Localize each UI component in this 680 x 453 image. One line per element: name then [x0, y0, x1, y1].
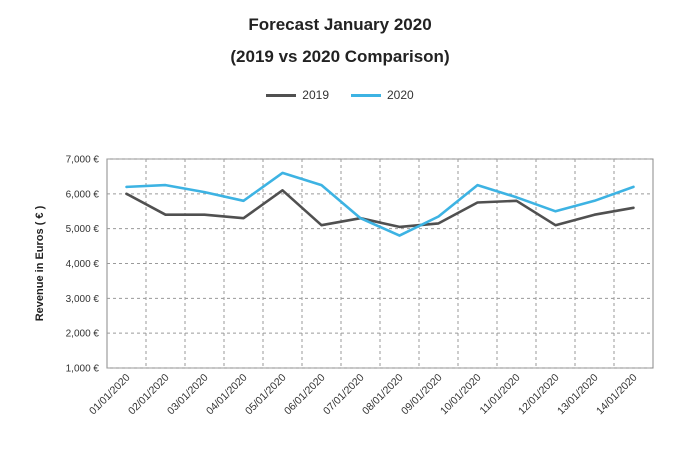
x-tick-label: 14/01/2020	[594, 372, 640, 418]
legend-swatch-2019	[266, 93, 297, 97]
y-tick-label: 4,000 €	[66, 259, 100, 270]
y-axis-label: Revenue in Euros ( € )	[34, 205, 46, 321]
y-tick-label: 7,000 €	[66, 155, 100, 166]
legend-label-2019: 2019	[302, 88, 329, 102]
y-tick-label: 6,000 €	[66, 189, 100, 200]
chart-title: Forecast January 2020	[248, 15, 432, 34]
legend-swatch-2020	[351, 93, 381, 97]
y-tick-label: 1,000 €	[66, 364, 100, 375]
x-tick-label: 10/01/2020	[438, 372, 484, 418]
y-tick-label: 2,000 €	[66, 329, 100, 340]
x-tick-label: 05/01/2020	[243, 372, 289, 418]
x-tick-label: 09/01/2020	[399, 372, 445, 418]
x-tick-label: 04/01/2020	[204, 372, 250, 418]
x-tick-label: 03/01/2020	[165, 372, 211, 418]
legend: 2019 2020	[0, 88, 680, 102]
legend-label-2020: 2020	[387, 88, 414, 102]
x-tick-label: 07/01/2020	[321, 372, 367, 418]
legend-item-2019: 2019	[266, 88, 329, 102]
series-line-2020	[125, 171, 635, 237]
legend-item-2020: 2020	[351, 88, 414, 102]
x-tick-label: 12/01/2020	[516, 372, 562, 418]
x-tick-label: 06/01/2020	[282, 372, 328, 418]
x-tick-label: 08/01/2020	[360, 372, 406, 418]
y-tick-label: 3,000 €	[66, 294, 100, 305]
x-tick-label: 02/01/2020	[126, 372, 172, 418]
series-line-2019	[125, 189, 635, 229]
x-tick-label: 13/01/2020	[555, 372, 601, 418]
chart-subtitle: (2019 vs 2020 Comparison)	[230, 47, 450, 66]
y-tick-label: 5,000 €	[66, 224, 100, 235]
x-tick-label: 01/01/2020	[87, 372, 133, 418]
